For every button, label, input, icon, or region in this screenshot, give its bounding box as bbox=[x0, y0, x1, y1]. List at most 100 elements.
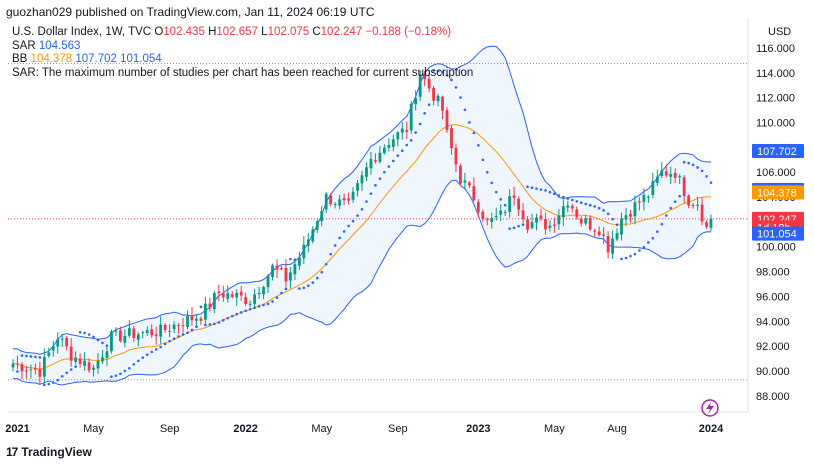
candle-body bbox=[570, 205, 574, 209]
sar-dot-21 bbox=[105, 344, 109, 347]
candle-body bbox=[405, 130, 409, 132]
candle-87 bbox=[400, 122, 404, 140]
candle-body bbox=[257, 292, 261, 295]
candle-body bbox=[418, 74, 422, 97]
candle-body bbox=[324, 193, 328, 210]
price-label-text: 104.378 bbox=[757, 187, 797, 199]
ohlc-row: U.S. Dollar Index, 1W, TVC O102.435 H102… bbox=[12, 26, 473, 40]
tradingview-logo-icon: 17 bbox=[6, 445, 18, 459]
candle-body bbox=[535, 217, 538, 223]
sar-dot-4 bbox=[29, 355, 33, 358]
sar-dot-155 bbox=[705, 175, 708, 178]
candle-78 bbox=[360, 170, 364, 192]
candle-body bbox=[454, 147, 458, 165]
bb-row[interactable]: BB 104.378 107.702 101.054 bbox=[12, 53, 473, 67]
sar-dot-129 bbox=[588, 203, 592, 207]
candle-100 bbox=[459, 163, 462, 185]
sar-dot-124 bbox=[566, 197, 570, 200]
candle-88 bbox=[405, 121, 409, 140]
candle-51 bbox=[239, 285, 243, 301]
candle-5 bbox=[33, 363, 37, 375]
candle-70 bbox=[324, 191, 328, 214]
candle-body bbox=[436, 95, 440, 102]
candle-body bbox=[20, 364, 24, 372]
y-tick-label-2: 92.000 bbox=[756, 341, 790, 353]
sar-dot-61 bbox=[284, 287, 288, 291]
candle-11 bbox=[60, 334, 64, 347]
low-label: L bbox=[261, 26, 268, 38]
candle-body bbox=[11, 363, 15, 368]
symbol-label[interactable]: U.S. Dollar Index, 1W, TVC bbox=[12, 26, 152, 38]
sar-dot-85 bbox=[392, 159, 395, 163]
candle-body bbox=[177, 325, 180, 327]
sar-dot-130 bbox=[593, 205, 596, 208]
sar-dot-48 bbox=[226, 316, 230, 320]
candle-body bbox=[579, 218, 583, 224]
candle-69 bbox=[320, 205, 324, 227]
sar-dot-73 bbox=[338, 236, 341, 240]
candle-body bbox=[552, 224, 556, 226]
sar-dot-107 bbox=[490, 181, 494, 185]
sar-dot-28 bbox=[136, 359, 140, 363]
candle-25 bbox=[123, 329, 127, 348]
replay-bolt-icon[interactable] bbox=[701, 399, 719, 417]
sar-dot-20 bbox=[101, 341, 104, 345]
candle-62 bbox=[289, 266, 292, 289]
candle-body bbox=[127, 328, 131, 336]
sar-dot-47 bbox=[221, 318, 225, 322]
candle-body bbox=[696, 204, 699, 206]
candle-body bbox=[342, 198, 346, 201]
y-tick-label-1: 90.000 bbox=[756, 366, 790, 378]
candle-body bbox=[365, 167, 368, 177]
bb-lower-line bbox=[12, 179, 712, 386]
candle-3 bbox=[25, 365, 28, 379]
candle-137 bbox=[624, 208, 628, 227]
y-tick-label-9: 106.000 bbox=[756, 167, 796, 179]
candle-89 bbox=[409, 100, 413, 134]
candle-body bbox=[186, 316, 189, 327]
candle-body bbox=[239, 291, 243, 296]
tradingview-brand[interactable]: 17 TradingView bbox=[6, 445, 92, 459]
candle-142 bbox=[646, 194, 650, 203]
candle-body bbox=[262, 286, 265, 295]
candle-body bbox=[646, 196, 650, 198]
candle-150 bbox=[682, 175, 686, 204]
x-tick-label-9: 2024 bbox=[699, 423, 724, 435]
candle-body bbox=[181, 325, 185, 327]
candle-138 bbox=[629, 209, 632, 223]
candle-134 bbox=[611, 230, 614, 259]
x-tick-label-0: 2021 bbox=[5, 423, 29, 435]
sar-row[interactable]: SAR 104.563 bbox=[12, 40, 473, 54]
candle-13 bbox=[69, 337, 73, 367]
candle-97 bbox=[445, 107, 449, 133]
sar-dot-105 bbox=[481, 158, 485, 162]
price-label-text: 101.054 bbox=[757, 229, 797, 241]
sar-dot-58 bbox=[271, 300, 274, 303]
sar-dot-69 bbox=[320, 270, 324, 274]
candle-114 bbox=[521, 203, 525, 223]
candle-body bbox=[42, 357, 46, 377]
candle-82 bbox=[378, 145, 382, 164]
candle-153 bbox=[696, 196, 699, 211]
candle-63 bbox=[293, 260, 297, 281]
sar-dot-118 bbox=[539, 188, 543, 191]
candle-body bbox=[333, 204, 337, 206]
candle-body bbox=[508, 196, 512, 212]
x-tick-label-1: May bbox=[83, 423, 104, 435]
candle-131 bbox=[597, 226, 601, 237]
sar-dot-111 bbox=[508, 227, 511, 230]
sar-dot-138 bbox=[629, 254, 632, 258]
sar-dot-146 bbox=[664, 214, 668, 217]
candle-17 bbox=[87, 358, 91, 374]
candle-body bbox=[311, 229, 315, 242]
candle-6 bbox=[38, 361, 42, 385]
y-tick-label-6: 100.000 bbox=[756, 242, 796, 254]
candle-24 bbox=[118, 326, 122, 343]
candle-body bbox=[709, 218, 713, 228]
candle-102 bbox=[467, 181, 471, 189]
candle-20 bbox=[101, 349, 104, 364]
candle-body bbox=[499, 210, 503, 215]
candle-body bbox=[593, 230, 597, 232]
sar-dot-82 bbox=[378, 177, 382, 180]
